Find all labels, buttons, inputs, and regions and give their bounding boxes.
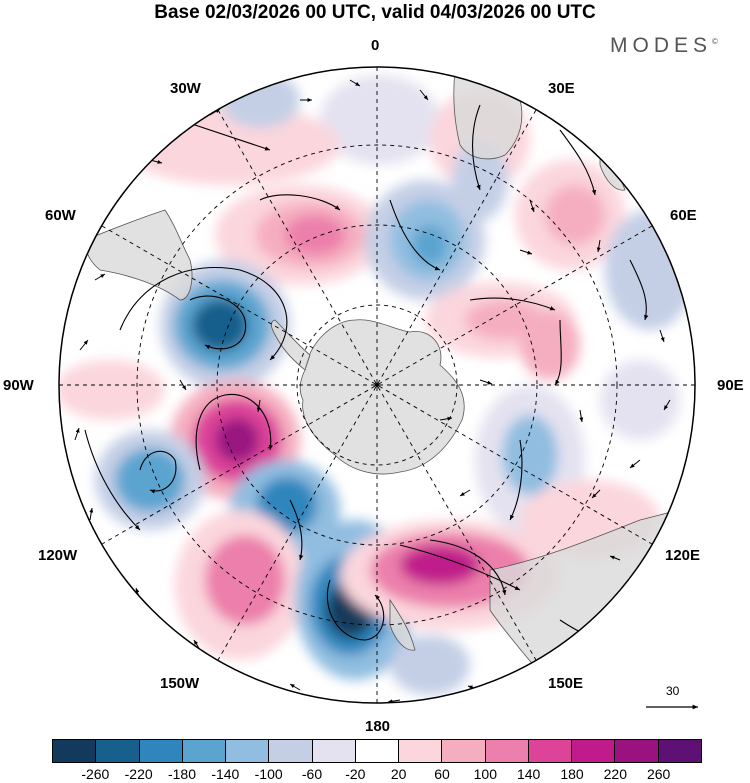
- colorbar-segment: [182, 740, 227, 762]
- label-lon-180: 180: [365, 718, 391, 735]
- label-lon-60e: 60E: [670, 207, 697, 224]
- new-zealand: [389, 598, 416, 651]
- colorbar-tick-label: -140: [211, 766, 240, 782]
- label-lon-60w: 60W: [45, 207, 76, 224]
- colorbar-segment: [53, 740, 97, 762]
- colorbar-segment: [528, 740, 573, 762]
- label-lon-150w: 150W: [160, 675, 200, 692]
- label-lon-90w: 90W: [3, 377, 34, 394]
- streamlines: [84, 104, 651, 681]
- colorbar-tick-label: -100: [254, 766, 283, 782]
- label-lon-120w: 120W: [38, 547, 78, 564]
- colorbar-tick-label: -20: [345, 766, 366, 782]
- colorbar-segment: [485, 740, 529, 762]
- colorbar: [52, 739, 702, 763]
- colorbar-ticks: -260 -220 -180 -140 -100 -60 -20 20 60 100 140 180 2…: [52, 766, 702, 783]
- colorbar-tick-label: 60: [434, 766, 450, 782]
- map-boundary: [58, 66, 696, 704]
- colorbar-segment: [269, 740, 313, 762]
- africa: [453, 69, 523, 160]
- colorbar-tick-label: -60: [301, 766, 323, 782]
- colorbar-tick-label: 140: [516, 766, 541, 782]
- colorbar-segment: [658, 740, 701, 762]
- colorbar-segment: [312, 740, 356, 762]
- south-america: [84, 209, 193, 301]
- colorbar-segment: [355, 740, 400, 762]
- colorbar-tick-label: 260: [646, 766, 671, 782]
- label-lon-30w: 30W: [170, 80, 201, 97]
- colorbar-tick-label: -260: [81, 766, 110, 782]
- label-lon-0: 0: [371, 37, 380, 54]
- label-lon-150e: 150E: [548, 675, 584, 692]
- label-lon-90e: 90E: [717, 377, 744, 394]
- label-lon-120e: 120E: [665, 547, 701, 564]
- colorbar-segment: [615, 740, 659, 762]
- brand-name: MODES: [610, 34, 713, 57]
- graticule: [59, 67, 695, 703]
- brand-logo: MODES©: [610, 34, 718, 58]
- colorbar-segment: [442, 740, 486, 762]
- reference-vector-label: 30: [666, 684, 680, 698]
- colorbar-segment: [572, 740, 616, 762]
- label-lon-30e: 30E: [548, 80, 575, 97]
- colorbar-tick-label: 100: [473, 766, 498, 782]
- colorbar-segment: [399, 740, 443, 762]
- colorbar-segment: [226, 740, 270, 762]
- colorbar-tick-label: 180: [560, 766, 584, 782]
- colorbar-segment: [139, 740, 183, 762]
- colorbar-tick-label: -220: [124, 766, 153, 782]
- colorbar-tick-label: 220: [603, 766, 628, 782]
- brand-mark: ©: [712, 37, 718, 46]
- colorbar-segment: [96, 740, 140, 762]
- antarctic-peninsula: [270, 319, 311, 371]
- colorbar-tick-label: 20: [390, 766, 407, 782]
- map-title: Base 02/03/2026 00 UTC, valid 04/03/2026…: [154, 2, 596, 23]
- colorbar-tick-label: -180: [167, 766, 197, 782]
